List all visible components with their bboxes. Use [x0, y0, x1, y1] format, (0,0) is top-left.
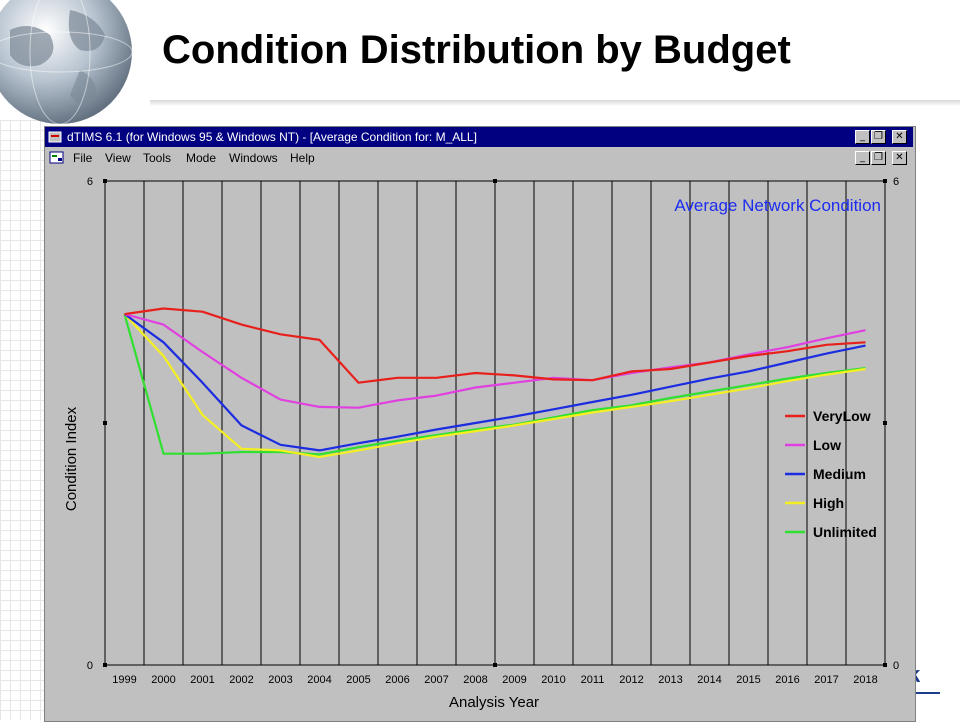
minimize-button[interactable]: _ [855, 130, 870, 144]
series-line-unlimited [123, 313, 866, 456]
chart-annotation: Average Network Condition [674, 196, 881, 215]
x-tick-label: 2001 [190, 674, 214, 686]
resize-handle[interactable] [493, 179, 497, 183]
window-title: dTIMS 6.1 (for Windows 95 & Windows NT) … [67, 130, 477, 144]
resize-handle[interactable] [103, 421, 107, 425]
resize-handle[interactable] [883, 663, 887, 667]
menu-tools[interactable]: Tools [143, 151, 172, 165]
x-tick-label: 2018 [853, 674, 877, 686]
menu-view[interactable]: View [105, 151, 131, 165]
x-tick-label: 2003 [268, 674, 292, 686]
close-button[interactable]: ✕ [892, 130, 907, 144]
x-tick-label: 2010 [541, 674, 565, 686]
title-divider [150, 100, 960, 106]
menu-help[interactable]: Help [290, 151, 315, 165]
legend-label-high: High [813, 495, 844, 511]
background-grid [0, 120, 50, 720]
y-tick-label-right: 6 [893, 176, 899, 188]
x-tick-label: 2004 [307, 674, 331, 686]
globe-logo-icon [0, 0, 133, 125]
resize-handle[interactable] [493, 663, 497, 667]
menu-bar: File View Tools Mode Windows Help _ ❐ ✕ [45, 148, 913, 168]
x-tick-label: 2000 [151, 674, 175, 686]
x-tick-label: 2006 [385, 674, 409, 686]
x-tick-label: 2008 [463, 674, 487, 686]
restore-button[interactable]: ❐ [871, 130, 886, 144]
y-axis-label: Condition Index [63, 406, 80, 511]
series-line-high [123, 313, 866, 458]
legend-label-verylow: VeryLow [813, 408, 871, 424]
resize-handle[interactable] [103, 663, 107, 667]
legend-label-unlimited: Unlimited [813, 524, 877, 540]
resize-handle[interactable] [103, 179, 107, 183]
series-line-medium [123, 313, 866, 452]
child-restore-button[interactable]: ❐ [871, 151, 886, 165]
x-tick-label: 2009 [502, 674, 526, 686]
app-icon [48, 131, 62, 143]
resize-handle[interactable] [883, 421, 887, 425]
x-axis-label: Analysis Year [449, 694, 539, 711]
x-tick-label: 2013 [658, 674, 682, 686]
logo-underline [906, 692, 940, 694]
x-tick-label: 2012 [619, 674, 643, 686]
x-tick-label: 2002 [229, 674, 253, 686]
right-margin [914, 126, 960, 720]
x-tick-label: 2011 [581, 674, 605, 686]
legend-label-low: Low [813, 437, 841, 453]
x-tick-label: 1999 [112, 674, 136, 686]
x-tick-label: 2005 [346, 674, 370, 686]
child-close-button[interactable]: ✕ [892, 151, 907, 165]
condition-chart: 0 6 0 6 1999 2000 2001 2002 2003 2004 2005 2006 2007… [45, 169, 913, 721]
y-tick-label: 6 [87, 176, 93, 188]
y-tick-label-right: 0 [893, 660, 899, 672]
x-tick-label: 2015 [736, 674, 760, 686]
resize-handle[interactable] [883, 179, 887, 183]
x-tick-label: 2014 [697, 674, 721, 686]
app-window: dTIMS 6.1 (for Windows 95 & Windows NT) … [44, 126, 916, 722]
child-minimize-button[interactable]: _ [855, 151, 870, 165]
x-tick-label: 2016 [775, 674, 799, 686]
x-tick-label: 2017 [814, 674, 838, 686]
chart-background [45, 169, 913, 721]
document-icon[interactable] [49, 151, 65, 165]
series-line-low [124, 313, 866, 409]
menu-mode[interactable]: Mode [186, 151, 217, 165]
menu-file[interactable]: File [73, 151, 93, 165]
legend-label-medium: Medium [813, 466, 866, 482]
series-line-verylow [124, 307, 866, 384]
slide-title: Condition Distribution by Budget [162, 28, 791, 72]
x-tick-label: 2007 [424, 674, 448, 686]
y-tick-label: 0 [87, 660, 93, 672]
menu-windows[interactable]: Windows [229, 151, 278, 165]
window-titlebar[interactable]: dTIMS 6.1 (for Windows 95 & Windows NT) … [45, 127, 913, 147]
